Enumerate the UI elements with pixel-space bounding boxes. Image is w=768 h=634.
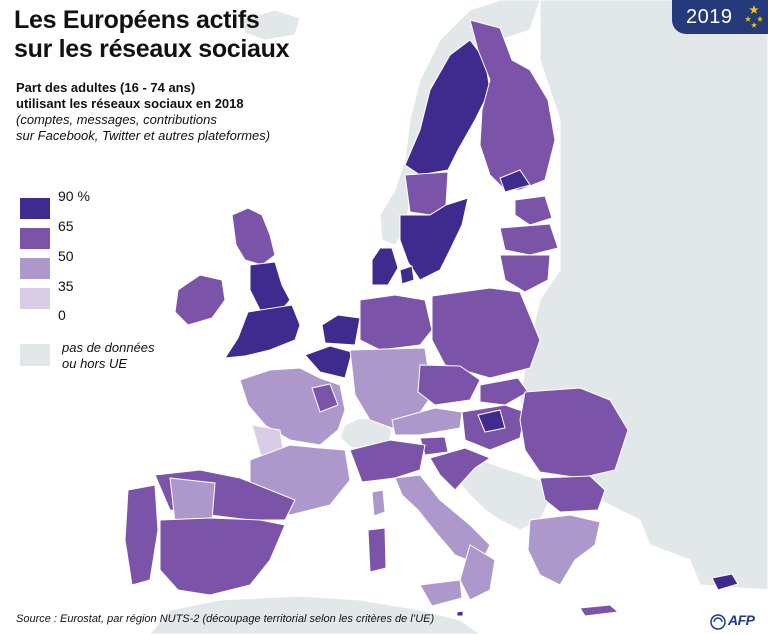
region-bulgaria	[539, 475, 606, 513]
region-poland	[431, 287, 541, 379]
region-sicily	[419, 579, 463, 607]
legend-swatch-90	[20, 198, 50, 219]
region-denmark-islands	[399, 265, 415, 285]
north-africa-region	[149, 595, 481, 634]
region-corsica	[371, 489, 386, 517]
legend-label-35: 35	[58, 278, 74, 294]
afp-credit-text: AFP	[728, 612, 755, 628]
subtitle-line-2: utilisant les réseaux sociaux en 2018	[16, 96, 244, 111]
region-romania	[519, 387, 629, 479]
region-uk-north	[249, 261, 291, 313]
legend-label-50: 50	[58, 248, 74, 264]
region-greece	[527, 514, 601, 586]
region-scotland-north	[231, 207, 276, 266]
region-ireland	[174, 274, 226, 326]
no-data-line-1: pas de données	[62, 340, 155, 355]
region-spain-south	[159, 517, 286, 596]
region-portugal	[124, 484, 159, 586]
region-belgium	[304, 345, 353, 379]
region-austria	[391, 407, 463, 436]
region-estonia	[514, 195, 553, 226]
afp-logo-icon	[710, 614, 726, 630]
legend-no-data-label: pas de données ou hors UE	[62, 340, 155, 372]
no-data-line-2: ou hors UE	[62, 356, 128, 371]
region-italy-north	[349, 439, 426, 483]
subtitle-line-1: Part des adultes (16 - 74 ans)	[16, 80, 196, 95]
region-crete	[579, 604, 620, 617]
eu-stars-icon	[745, 5, 763, 28]
page-title: Les Européens actifs sur les réseaux soc…	[14, 6, 290, 64]
legend-label-65: 65	[58, 218, 74, 234]
region-sweden-south	[399, 197, 469, 281]
region-germany-north	[359, 294, 433, 351]
title-line-1: Les Européens actifs	[14, 6, 260, 34]
region-finland-north	[469, 19, 556, 191]
legend-swatch-50	[20, 258, 50, 279]
region-sardinia	[367, 527, 387, 573]
region-lithuania	[499, 254, 551, 293]
region-budapest	[477, 409, 506, 433]
iceland-region	[239, 9, 301, 41]
region-croatia	[429, 447, 492, 491]
region-finland-south	[499, 169, 531, 193]
subtitle: Part des adultes (16 - 74 ans) utilisant…	[16, 80, 270, 144]
region-france-paris	[311, 383, 339, 413]
legend-swatch-65	[20, 228, 50, 249]
legend-swatch-35	[20, 288, 50, 309]
year-badge: 2019	[672, 0, 768, 34]
region-malta	[456, 610, 464, 617]
region-denmark	[371, 247, 399, 286]
legend-label-90: 90 %	[58, 188, 90, 204]
region-latvia	[499, 223, 559, 256]
title-line-2: sur les réseaux sociaux	[14, 35, 290, 63]
region-italy-south	[459, 544, 496, 601]
region-spain-centre	[169, 477, 216, 523]
subtitle-line-3: (comptes, messages, contributions	[16, 112, 217, 127]
region-netherlands	[321, 314, 361, 346]
region-czechia	[417, 364, 481, 406]
region-uk-south	[224, 304, 301, 359]
legend-no-data-swatch	[20, 344, 50, 366]
source-note: Source : Eurostat, par région NUTS-2 (dé…	[16, 613, 435, 625]
badge-year-label: 2019	[686, 6, 733, 28]
region-cyprus	[711, 573, 739, 591]
subtitle-line-4: sur Facebook, Twitter et autres platefor…	[16, 128, 271, 143]
legend-label-0: 0	[58, 307, 66, 323]
region-slovakia	[479, 377, 529, 406]
